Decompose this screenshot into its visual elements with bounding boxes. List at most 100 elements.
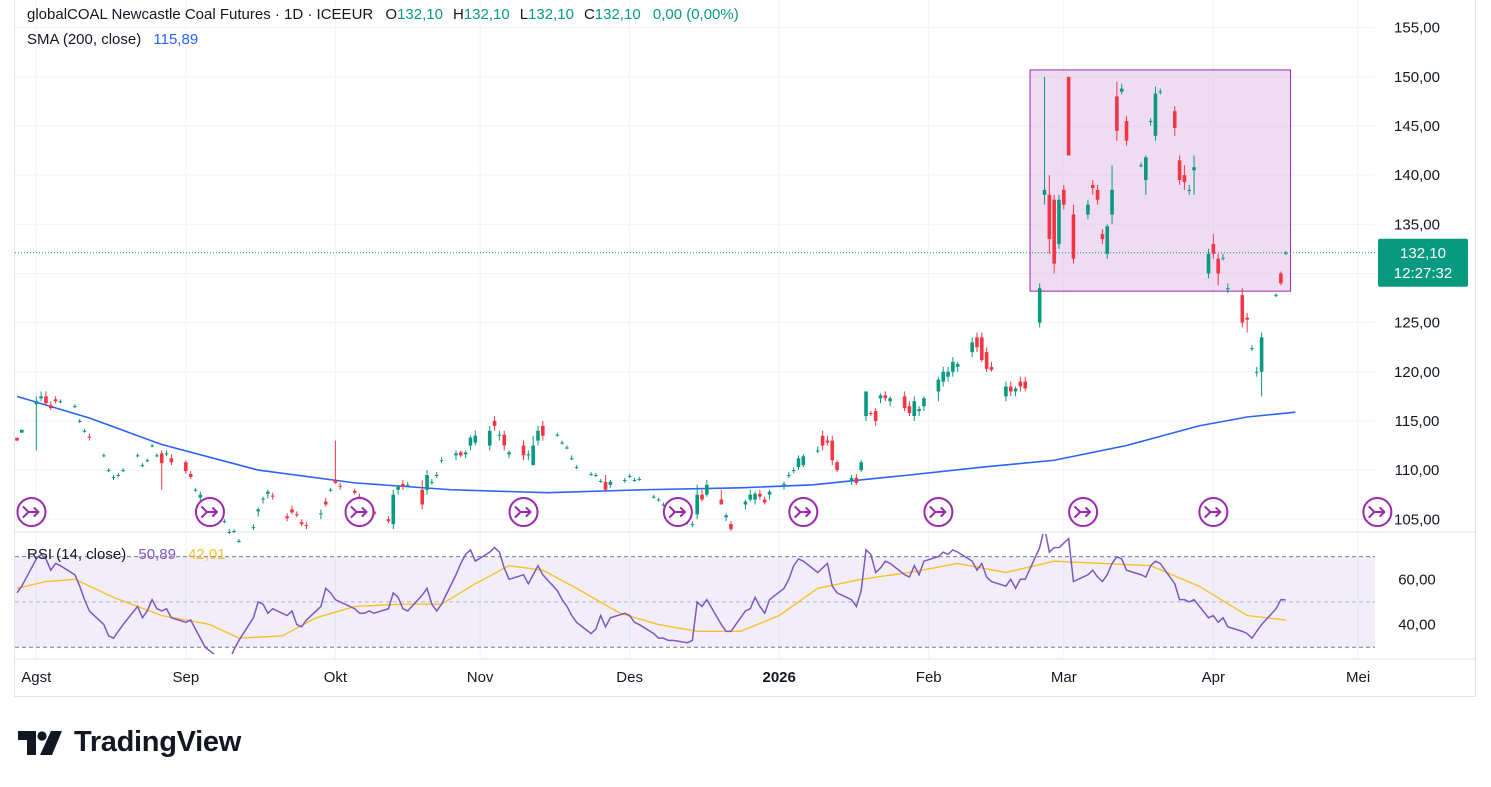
candle[interactable] xyxy=(1283,250,1288,255)
candle[interactable] xyxy=(319,509,323,520)
candle[interactable] xyxy=(560,440,564,445)
tradingview-logo[interactable]: TradingView xyxy=(18,726,241,759)
candle[interactable] xyxy=(753,491,757,505)
event-arrow-icon[interactable] xyxy=(662,497,693,527)
candle[interactable] xyxy=(1057,194,1061,249)
candle[interactable] xyxy=(391,489,396,530)
candle[interactable] xyxy=(396,484,400,495)
candle[interactable] xyxy=(439,457,444,464)
candle[interactable] xyxy=(598,478,603,483)
candle[interactable] xyxy=(941,366,946,387)
candle[interactable] xyxy=(531,435,535,466)
candle[interactable] xyxy=(724,513,728,522)
event-arrow-icon[interactable] xyxy=(344,497,375,527)
rsi-ma-line[interactable] xyxy=(16,560,1286,639)
candle[interactable] xyxy=(820,430,825,451)
candle[interactable] xyxy=(1254,366,1259,377)
candle[interactable] xyxy=(555,432,560,437)
candle[interactable] xyxy=(955,361,960,372)
candle[interactable] xyxy=(290,505,294,515)
candle[interactable] xyxy=(796,455,801,471)
candle[interactable] xyxy=(222,519,227,524)
candle[interactable] xyxy=(815,446,820,454)
candle[interactable] xyxy=(1052,194,1056,274)
candle[interactable] xyxy=(188,471,193,479)
candle[interactable] xyxy=(48,401,53,411)
candle[interactable] xyxy=(849,475,854,485)
event-arrow-icon[interactable] xyxy=(194,497,225,527)
candle[interactable] xyxy=(164,450,169,457)
candle[interactable] xyxy=(44,391,48,407)
candle[interactable] xyxy=(102,453,106,458)
candle[interactable] xyxy=(232,529,236,534)
sma-line[interactable] xyxy=(16,395,1296,494)
candle[interactable] xyxy=(299,519,304,527)
candle[interactable] xyxy=(352,488,357,495)
candle[interactable] xyxy=(135,453,140,458)
last-price-badge[interactable] xyxy=(1378,238,1468,287)
candle[interactable] xyxy=(700,489,704,502)
candle[interactable] xyxy=(1047,175,1052,254)
event-arrow-icon[interactable] xyxy=(16,497,47,527)
candle[interactable] xyxy=(627,474,632,478)
candle[interactable] xyxy=(922,396,926,412)
candle[interactable] xyxy=(917,406,921,417)
candle[interactable] xyxy=(526,450,531,461)
candle[interactable] xyxy=(767,489,772,500)
candle[interactable] xyxy=(1187,184,1192,195)
candle[interactable] xyxy=(434,472,439,478)
candle[interactable] xyxy=(237,538,241,543)
candle[interactable] xyxy=(333,440,338,484)
candle[interactable] xyxy=(883,391,888,402)
candle[interactable] xyxy=(656,497,661,502)
candle[interactable] xyxy=(73,404,77,409)
candle[interactable] xyxy=(705,479,709,497)
candle[interactable] xyxy=(791,467,796,474)
candle[interactable] xyxy=(159,450,164,490)
candle[interactable] xyxy=(801,454,806,468)
candle[interactable] xyxy=(155,453,159,458)
candle[interactable] xyxy=(401,479,405,490)
candle[interactable] xyxy=(169,454,174,466)
candle[interactable] xyxy=(907,401,912,417)
candle[interactable] xyxy=(951,357,955,377)
candle[interactable] xyxy=(1148,118,1153,126)
candle[interactable] xyxy=(77,418,82,423)
candle[interactable] xyxy=(1279,271,1283,286)
candle[interactable] xyxy=(261,496,265,504)
candle[interactable] xyxy=(946,366,950,382)
candle[interactable] xyxy=(34,396,39,451)
candle[interactable] xyxy=(975,332,979,353)
chart-canvas[interactable]: 105,00110,00115,00120,00125,00130,00135,… xyxy=(0,0,1491,700)
candle[interactable] xyxy=(459,450,463,458)
candle[interactable] xyxy=(695,484,699,520)
rsi-label[interactable]: RSI (14, close) xyxy=(27,546,127,563)
candle[interactable] xyxy=(787,472,791,478)
candle[interactable] xyxy=(256,507,260,517)
candle[interactable] xyxy=(1221,253,1225,261)
candle[interactable] xyxy=(1124,116,1129,146)
candle[interactable] xyxy=(121,468,125,473)
candle[interactable] xyxy=(1139,162,1143,168)
candle[interactable] xyxy=(251,524,256,531)
candle[interactable] xyxy=(637,476,642,481)
candle[interactable] xyxy=(502,430,507,451)
candle[interactable] xyxy=(854,474,859,485)
candle[interactable] xyxy=(748,489,753,502)
candle[interactable] xyxy=(1259,332,1264,397)
candle[interactable] xyxy=(873,408,878,426)
candle[interactable] xyxy=(492,416,497,431)
candle[interactable] xyxy=(902,391,907,412)
candle[interactable] xyxy=(1105,224,1110,259)
candle[interactable] xyxy=(425,470,429,495)
candle[interactable] xyxy=(1226,283,1230,294)
candle[interactable] xyxy=(58,399,63,404)
candle[interactable] xyxy=(1177,155,1182,185)
candle[interactable] xyxy=(266,489,270,499)
candle[interactable] xyxy=(1192,155,1196,195)
candle[interactable] xyxy=(719,489,724,505)
candle[interactable] xyxy=(623,477,627,483)
candle[interactable] xyxy=(1090,180,1095,195)
sma-label[interactable]: SMA (200, close) xyxy=(27,31,142,48)
candle[interactable] xyxy=(536,425,540,446)
